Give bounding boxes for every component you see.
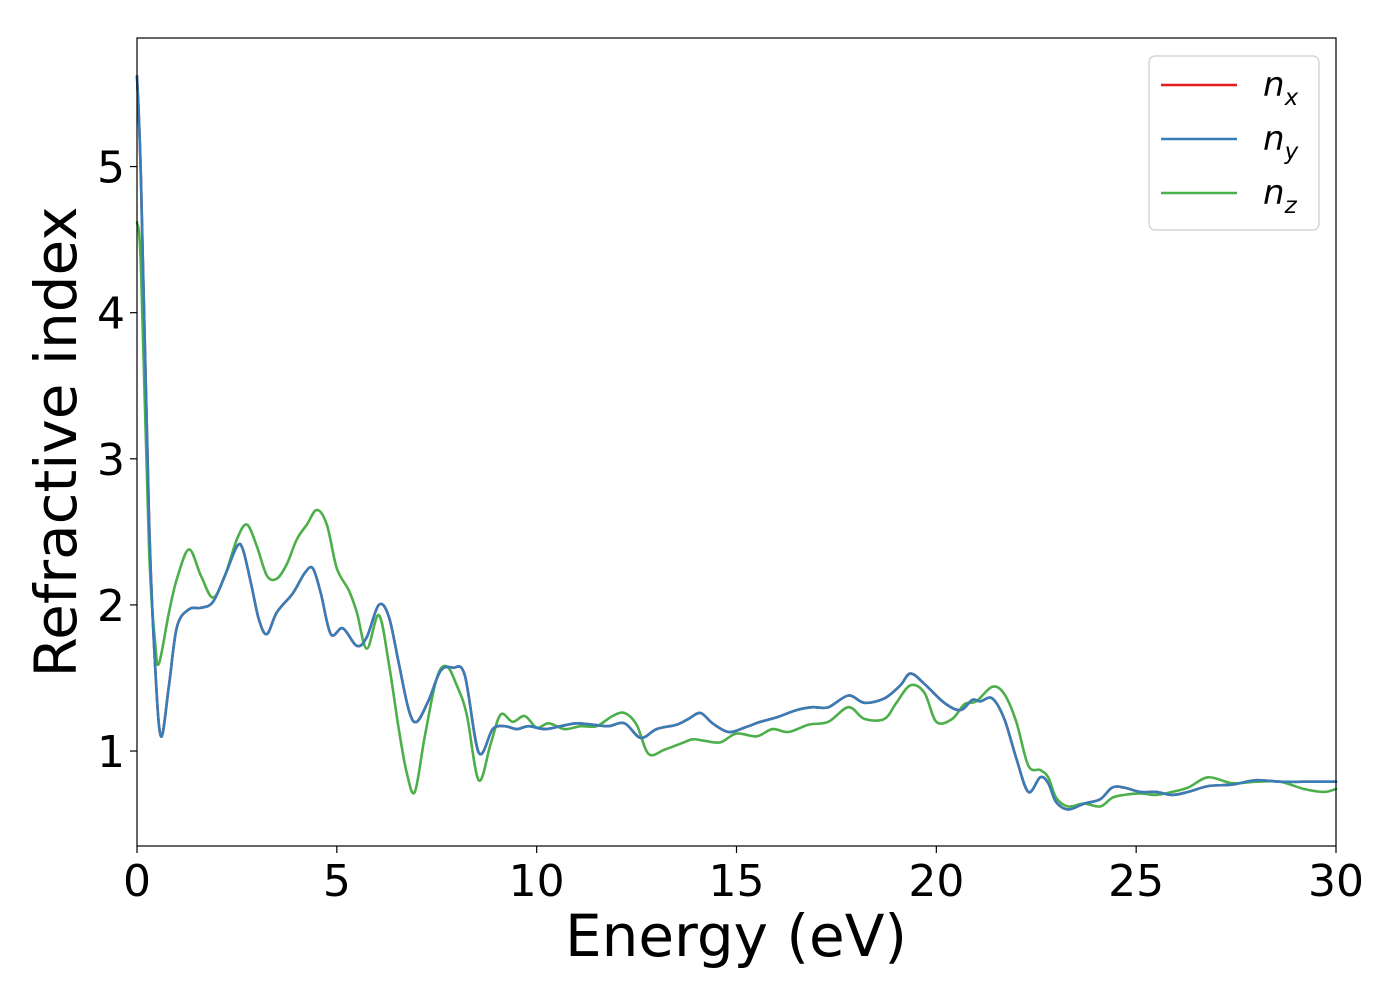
legend-box — [1148, 55, 1320, 231]
y-tick-label: 3 — [97, 435, 125, 486]
legend: nx ny nz — [1148, 55, 1320, 231]
y-tick-label: 4 — [97, 289, 125, 340]
series-line-nz — [135, 220, 1338, 808]
x-tick-label: 30 — [1308, 856, 1364, 907]
x-tick-label: 0 — [123, 856, 151, 907]
x-tick-label: 25 — [1108, 856, 1164, 907]
plot-frame — [136, 37, 1337, 847]
x-axis-ticks: 0 5 10 15 20 25 30 — [123, 846, 1364, 907]
y-axis-ticks: 1 2 3 4 5 — [97, 143, 137, 778]
x-tick-label: 10 — [509, 856, 565, 907]
y-axis-label: Refractive index — [22, 206, 90, 677]
x-tick-label: 15 — [709, 856, 765, 907]
legend-label-nz: nz — [1263, 173, 1298, 219]
series-lines — [135, 74, 1338, 811]
y-tick-label: 1 — [97, 727, 125, 778]
x-tick-label: 20 — [908, 856, 964, 907]
x-tick-label: 5 — [323, 856, 351, 907]
legend-label-nx: nx — [1263, 65, 1299, 111]
legend-label-ny: ny — [1263, 119, 1299, 165]
y-tick-label: 2 — [97, 581, 125, 632]
x-axis-label: Energy (eV) — [565, 902, 907, 970]
y-tick-label: 5 — [97, 143, 125, 194]
series-line-ny — [135, 74, 1338, 811]
